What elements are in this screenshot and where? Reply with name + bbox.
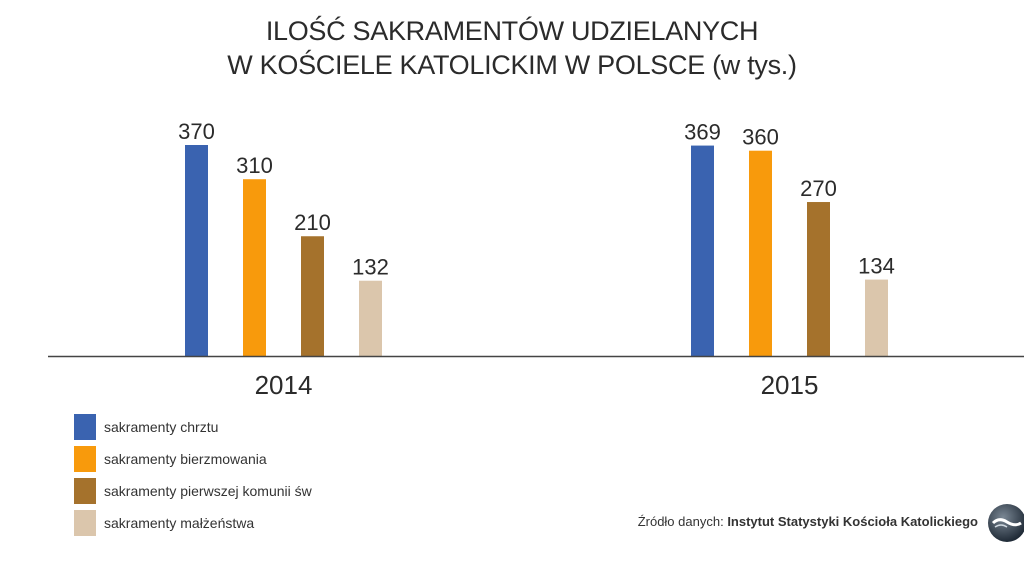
legend-item-malzenstwa: sakramenty małżeństwa — [74, 510, 312, 536]
legend-label-malzenstwa: sakramenty małżeństwa — [104, 515, 255, 531]
legend-label-komunii: sakramenty pierwszej komunii św — [104, 483, 312, 499]
data-label-2014-series-1: 310 — [236, 153, 273, 178]
legend-item-bierzmowania: sakramenty bierzmowania — [74, 446, 312, 472]
legend-label-chrztu: sakramenty chrztu — [104, 419, 219, 435]
legend: sakramenty chrztu sakramenty bierzmowani… — [74, 414, 312, 542]
source-note: Źródło danych: Instytut Statystyki Kości… — [638, 514, 978, 529]
data-label-2014-series-0: 370 — [178, 119, 215, 144]
category-label-2014: 2014 — [255, 370, 313, 400]
legend-swatch-malzenstwa — [74, 510, 96, 536]
bar-2015-series-0 — [691, 145, 714, 356]
source-prefix: Źródło danych: — [637, 514, 724, 529]
data-label-2015-series-3: 134 — [858, 254, 895, 279]
legend-swatch-bierzmowania — [74, 446, 96, 472]
data-label-2014-series-2: 210 — [294, 210, 331, 235]
legend-swatch-chrztu — [74, 414, 96, 440]
chart-title: ILOŚĆ SAKRAMENTÓW UDZIELANYCH W KOŚCIELE… — [0, 14, 1024, 82]
legend-item-chrztu: sakramenty chrztu — [74, 414, 312, 440]
chart-title-line-1: ILOŚĆ SAKRAMENTÓW UDZIELANYCH — [265, 16, 759, 46]
bar-2014-series-3 — [359, 280, 382, 356]
category-label-2015: 2015 — [761, 370, 819, 400]
bar-2015-series-3 — [865, 279, 888, 356]
legend-item-komunii: sakramenty pierwszej komunii św — [74, 478, 312, 504]
bar-2015-series-1 — [749, 150, 772, 356]
source-name: Instytut Statystyki Kościoła Katolickieg… — [727, 514, 978, 529]
bar-2014-series-2 — [301, 236, 324, 356]
data-label-2015-series-2: 270 — [800, 176, 837, 201]
bar-2014-series-1 — [243, 179, 266, 356]
legend-swatch-komunii — [74, 478, 96, 504]
data-label-2015-series-1: 360 — [742, 125, 779, 150]
chart-title-line-2: W KOŚCIELE KATOLICKIM W POLSCE (w tys.) — [227, 50, 797, 80]
data-label-2014-series-3: 132 — [352, 255, 389, 280]
bar-2014-series-0 — [185, 145, 208, 356]
bar-2015-series-2 — [807, 202, 830, 356]
data-label-2015-series-0: 369 — [684, 120, 721, 145]
tvn24-logo-icon — [988, 504, 1024, 542]
legend-label-bierzmowania: sakramenty bierzmowania — [104, 451, 267, 467]
